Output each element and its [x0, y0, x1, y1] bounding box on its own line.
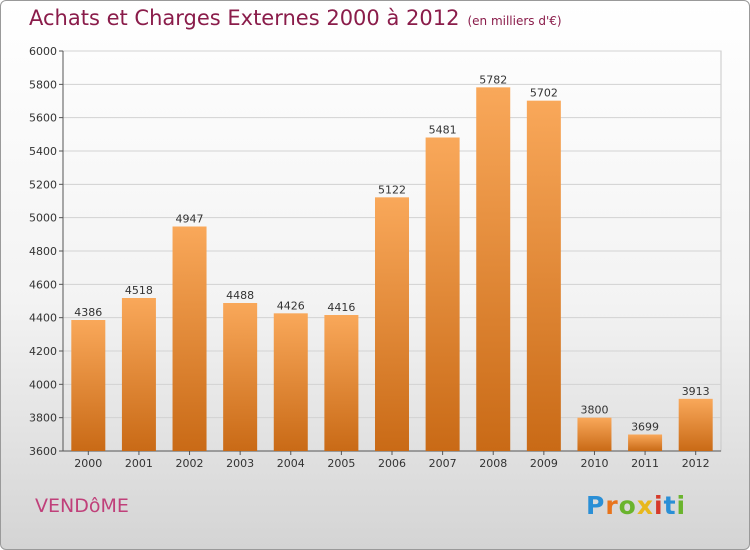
- bar-value-label: 5702: [530, 87, 558, 100]
- bar-2010: [577, 417, 612, 451]
- x-tick-label: 2005: [327, 457, 355, 470]
- bar-2011: [628, 434, 663, 451]
- bar-2001: [121, 298, 156, 451]
- x-tick-label: 2011: [631, 457, 659, 470]
- bar-value-label: 4488: [226, 289, 254, 302]
- x-tick-label: 2008: [479, 457, 507, 470]
- y-tick-label: 3600: [29, 445, 57, 458]
- y-tick-label: 5400: [29, 145, 57, 158]
- y-tick-label: 5000: [29, 212, 57, 225]
- bar-2005: [324, 315, 359, 451]
- bar-value-label: 5782: [479, 73, 507, 86]
- y-tick-label: 5200: [29, 178, 57, 191]
- y-tick-label: 4400: [29, 312, 57, 325]
- x-tick-label: 2010: [580, 457, 608, 470]
- bar-2006: [375, 197, 409, 451]
- chart-subtitle: (en milliers d'€): [467, 14, 562, 28]
- bar-value-label: 5122: [378, 183, 406, 196]
- bar-2004: [273, 313, 308, 451]
- y-tick-label: 4000: [29, 378, 57, 391]
- y-tick-label: 4600: [29, 278, 57, 291]
- bar-value-label: 3800: [580, 404, 608, 417]
- bar-2007: [425, 137, 460, 451]
- x-tick-label: 2002: [176, 457, 204, 470]
- bar-2003: [223, 303, 258, 451]
- y-tick-label: 4200: [29, 345, 57, 358]
- bar-2008: [476, 87, 511, 451]
- bar-2000: [71, 320, 106, 451]
- bar-value-label: 4518: [125, 284, 153, 297]
- chart-title: Achats et Charges Externes 2000 à 2012 (e…: [29, 6, 562, 30]
- bar-value-label: 5481: [429, 124, 457, 137]
- y-tick-label: 6000: [29, 45, 57, 58]
- x-tick-label: 2004: [277, 457, 305, 470]
- x-tick-label: 2003: [226, 457, 254, 470]
- bar-2009: [526, 100, 561, 452]
- y-tick-label: 3800: [29, 412, 57, 425]
- chart-title-text: Achats et Charges Externes 2000 à 2012: [29, 6, 460, 30]
- y-tick-label: 5600: [29, 112, 57, 125]
- bar-2002: [172, 226, 207, 451]
- proxiti-logo: Proxiti: [586, 491, 687, 520]
- bar-2012: [678, 398, 713, 451]
- x-tick-label: 2012: [682, 457, 710, 470]
- bar-value-label: 3913: [682, 385, 710, 398]
- x-tick-label: 2000: [74, 457, 102, 470]
- bar-value-label: 4426: [277, 299, 305, 312]
- bar-value-label: 4416: [327, 301, 355, 314]
- x-tick-label: 2009: [530, 457, 558, 470]
- bar-value-label: 4386: [74, 306, 102, 319]
- bar-value-label: 4947: [176, 213, 204, 226]
- y-tick-label: 5800: [29, 78, 57, 91]
- x-tick-label: 2006: [378, 457, 406, 470]
- x-tick-label: 2007: [429, 457, 457, 470]
- bar-value-label: 3699: [631, 421, 659, 434]
- x-tick-label: 2001: [125, 457, 153, 470]
- city-name: VENDôME: [35, 495, 129, 517]
- y-tick-label: 4800: [29, 245, 57, 258]
